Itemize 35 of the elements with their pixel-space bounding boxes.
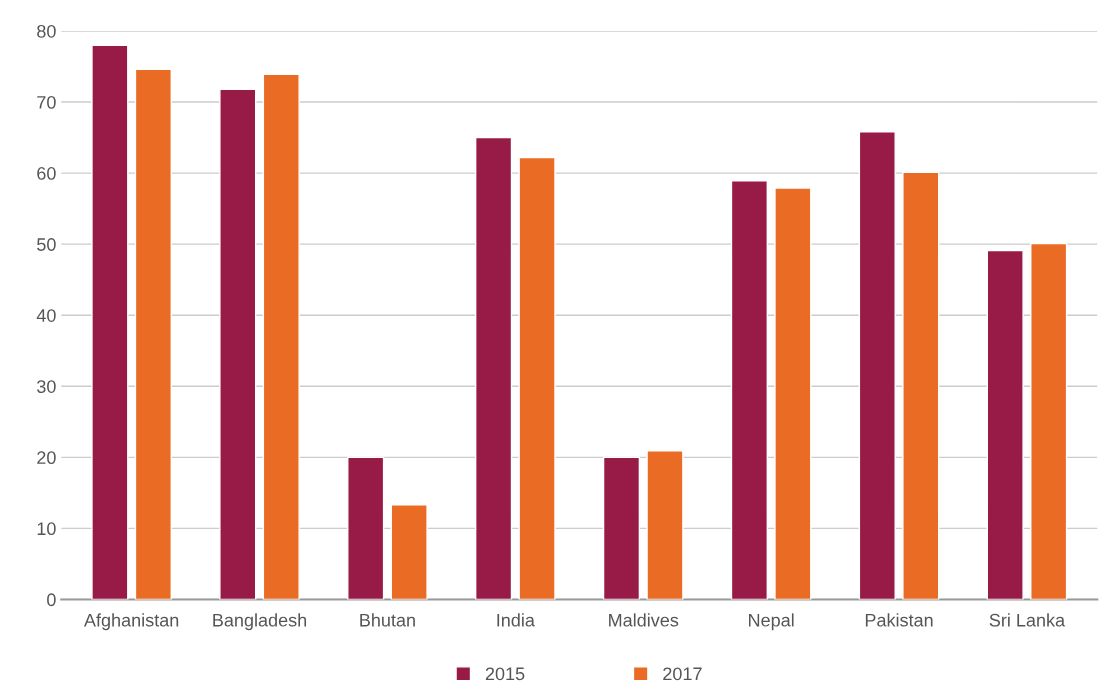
legend-label: 2017 <box>663 667 702 681</box>
x-tick-label: Nepal <box>749 613 794 631</box>
x-tick-label: Bhutan <box>360 613 415 627</box>
bar <box>390 504 428 600</box>
bar <box>134 68 172 600</box>
bar <box>730 180 768 600</box>
bar <box>518 156 556 600</box>
bar <box>902 171 940 600</box>
y-tick-label: 80 <box>37 24 56 38</box>
bar <box>986 249 1024 600</box>
bar <box>347 456 385 600</box>
y-tick-label: 70 <box>37 95 56 109</box>
bar <box>91 44 129 600</box>
y-tick-label: 30 <box>37 380 56 393</box>
y-tick-label: 50 <box>37 238 56 251</box>
x-tick-label: Sri Lanka <box>989 613 1066 627</box>
x-tick-label: Maldives <box>609 613 679 627</box>
x-tick-label: Afghanistan <box>83 613 179 631</box>
bar <box>1030 242 1068 600</box>
bar <box>646 450 684 600</box>
y-tick-label: 10 <box>37 522 56 536</box>
y-tick-label: 0 <box>47 593 56 607</box>
x-tick-label: Pakistan <box>865 613 933 627</box>
x-tick-label: India <box>497 613 535 627</box>
y-tick-label: 60 <box>37 167 56 180</box>
y-tick-label: 20 <box>37 451 56 465</box>
y-tick-label: 40 <box>36 309 56 322</box>
x-tick-label: Bangladesh <box>213 613 307 631</box>
bar <box>774 187 812 600</box>
bar <box>474 136 513 600</box>
bar <box>602 456 641 600</box>
bar <box>858 131 896 600</box>
bar <box>219 88 257 600</box>
bar <box>262 73 300 600</box>
legend-label: 2015 <box>485 667 525 681</box>
